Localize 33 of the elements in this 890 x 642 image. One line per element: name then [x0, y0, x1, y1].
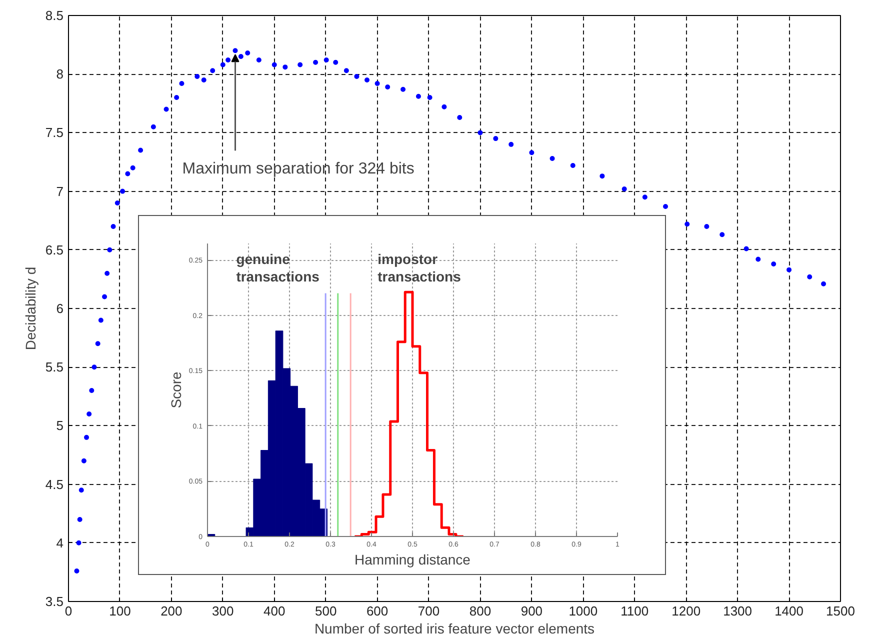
annotation: impostor transactions [378, 250, 462, 284]
x-tick-label: 1400 [774, 604, 804, 618]
x-tick-label: 400 [264, 604, 286, 618]
x-tick-label: 1000 [568, 604, 598, 618]
y-tick-label: 7 [56, 184, 64, 199]
x-tick-label: 100 [109, 604, 131, 618]
y-tick-label: 8 [56, 66, 64, 82]
y-tick-label: 5 [56, 418, 64, 434]
y-tick-label: 7.5 [45, 125, 64, 140]
x-tick-label: 1200 [672, 604, 701, 618]
x-axis-title: Hamming distance [354, 552, 471, 568]
y-tick-label: 4 [56, 535, 64, 550]
x-tick-label: 1300 [723, 604, 752, 618]
x-axis-title: Number of sorted iris feature vector elements [314, 620, 595, 636]
x-tick-label: 1100 [620, 604, 649, 618]
x-tick-label: 800 [469, 604, 492, 618]
x-tick-label: 300 [212, 604, 234, 618]
y-tick-label: 6 [56, 301, 64, 316]
y-tick-label: 5.5 [45, 360, 64, 375]
x-tick-label: 1500 [826, 604, 855, 618]
x-tick-label: 200 [160, 604, 182, 618]
x-tick-label: 600 [366, 604, 388, 618]
annotation: genuine transactions [236, 250, 320, 284]
y-tick-label: 8.5 [45, 8, 64, 23]
x-tick-label: 900 [520, 604, 543, 618]
y-tick-label: 4.5 [45, 476, 64, 492]
annotation: Maximum separation for 324 bits [182, 160, 414, 178]
x-tick-label: 700 [418, 604, 440, 618]
x-tick-label: 500 [314, 604, 337, 618]
y-axis-title: Decidability d [22, 266, 38, 350]
y-axis-title: Score [168, 372, 184, 408]
y-tick-label: 6.5 [45, 242, 64, 258]
y-tick-label: 3.5 [45, 594, 64, 609]
